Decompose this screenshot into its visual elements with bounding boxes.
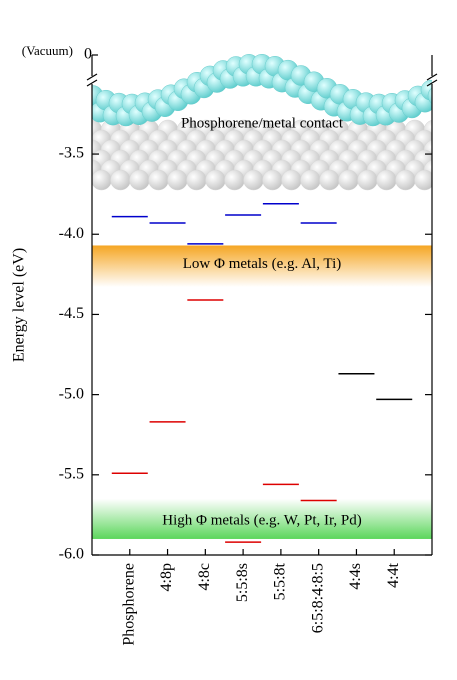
substrate-atom xyxy=(148,169,169,191)
y-tick-label: -5.5 xyxy=(59,465,84,482)
axis-break xyxy=(86,73,98,81)
axis-break xyxy=(426,73,438,81)
x-tick-label: 5:5:8s xyxy=(234,563,251,602)
substrate-atom xyxy=(338,169,359,191)
substrate-atom xyxy=(395,169,416,191)
x-tick-label: 4:4t xyxy=(385,562,402,587)
axis-break xyxy=(426,79,438,87)
substrate-atom xyxy=(376,169,397,191)
substrate-atom xyxy=(224,169,245,191)
substrate-atom xyxy=(205,169,226,191)
substrate-atom xyxy=(129,169,150,191)
metal-band xyxy=(92,245,432,288)
metal-band xyxy=(92,498,432,539)
axis-break xyxy=(86,79,98,87)
y-tick-label: -5.0 xyxy=(59,385,84,402)
band-label: High Φ metals (e.g. W, Pt, Ir, Pd) xyxy=(162,512,362,528)
atom-illustration xyxy=(63,53,454,191)
substrate-atom xyxy=(434,130,454,150)
substrate-atom xyxy=(281,169,302,191)
x-tick-label: 4:4s xyxy=(347,563,364,590)
y-tick-label: -4.5 xyxy=(59,305,84,322)
x-tick-label: 4:8c xyxy=(196,563,213,591)
x-tick-label: 5:5:8t xyxy=(272,562,289,600)
substrate-atom xyxy=(63,160,83,180)
band-label: Low Φ metals (e.g. Al, Ti) xyxy=(183,256,341,272)
phosphorus-atom xyxy=(434,74,454,94)
phosphorus-atom xyxy=(427,87,432,105)
vacuum-label: (Vacuum) xyxy=(22,43,73,58)
substrate-atom xyxy=(414,169,432,191)
substrate-atom xyxy=(300,169,321,191)
y-tick-label: -4.0 xyxy=(59,225,84,242)
substrate-atom xyxy=(92,176,93,184)
substrate-atom xyxy=(92,169,112,191)
y-tick-label: -3.5 xyxy=(59,145,84,162)
substrate-atom xyxy=(186,169,207,191)
substrate-atom xyxy=(319,169,340,191)
contact-label: Phosphorene/metal contact xyxy=(181,115,344,131)
x-tick-label: Phosphorene xyxy=(120,563,137,646)
substrate-atom xyxy=(63,120,83,140)
y-tick-label: -6.0 xyxy=(59,546,84,563)
substrate-atom xyxy=(434,170,454,190)
vacuum-tick-label: 0 xyxy=(84,46,92,63)
y-axis-label: Energy level (eV) xyxy=(11,248,28,362)
substrate-atom xyxy=(110,169,131,191)
substrate-atom xyxy=(243,169,264,191)
x-tick-label: 4:8p xyxy=(158,563,175,591)
substrate-atom xyxy=(434,150,454,170)
x-tick-label: 6:5:8:4:8:5 xyxy=(309,563,326,633)
substrate-atom xyxy=(357,169,378,191)
substrate-atom xyxy=(262,169,283,191)
substrate-atom xyxy=(167,169,188,191)
